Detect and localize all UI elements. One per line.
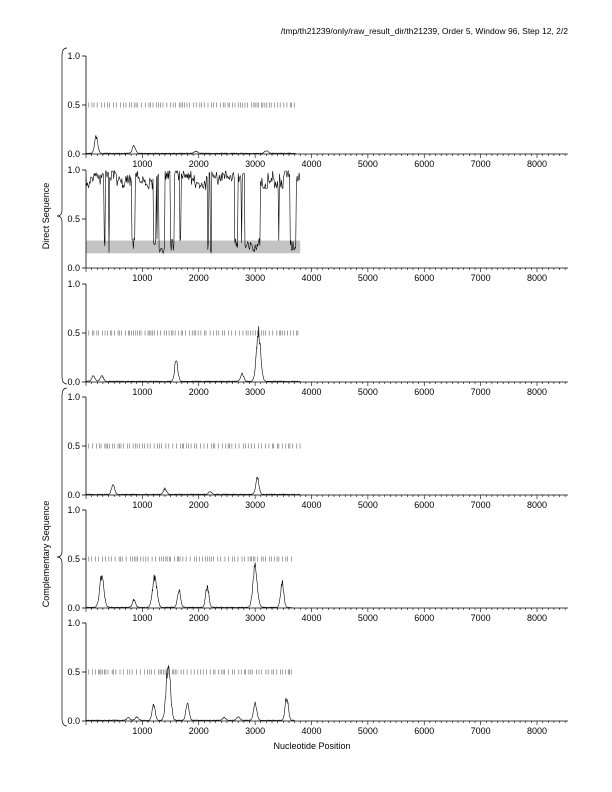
x-tick-label: 5000: [358, 273, 378, 283]
x-tick-label: 3000: [245, 726, 265, 736]
complementary-sequence-label: Complementary Sequence: [41, 500, 51, 608]
x-tick-label: 5000: [358, 387, 378, 397]
x-tick-label: 8000: [527, 726, 547, 736]
x-tick-label: 5000: [358, 613, 378, 623]
coding-probability-line: [85, 169, 301, 255]
y-tick-label: 1.0: [67, 279, 80, 289]
x-tick-label: 6000: [414, 159, 434, 169]
y-tick-label: 0.5: [67, 441, 80, 451]
x-tick-label: 3000: [245, 387, 265, 397]
coding-probability-line: [85, 665, 295, 722]
x-tick-label: 4000: [301, 726, 321, 736]
x-tick-label: 3000: [245, 613, 265, 623]
x-tick-label: 1000: [132, 273, 152, 283]
x-tick-label: 1000: [132, 159, 152, 169]
y-tick-label: 0.5: [67, 328, 80, 338]
x-tick-label: 4000: [301, 273, 321, 283]
x-tick-label: 6000: [414, 273, 434, 283]
y-tick-label: 0.5: [67, 554, 80, 564]
x-tick-label: 5000: [358, 159, 378, 169]
y-tick-label: 0.0: [67, 603, 80, 613]
x-tick-label: 8000: [527, 159, 547, 169]
y-tick-label: 1.0: [67, 51, 80, 61]
coding-probability-line: [85, 134, 296, 155]
x-tick-label: 5000: [358, 500, 378, 510]
x-tick-label: 2000: [189, 726, 209, 736]
x-tick-label: 2000: [189, 500, 209, 510]
x-tick-label: 1000: [132, 500, 152, 510]
y-tick-label: 0.0: [67, 716, 80, 726]
x-tick-label: 7000: [471, 387, 491, 397]
y-tick-label: 1.0: [67, 392, 80, 402]
x-axis-title: Nucleotide Position: [273, 741, 351, 751]
x-tick-label: 8000: [527, 387, 547, 397]
panel-1: 0.0 0.5 1.0 1000 2000 3000 4000 5000 6000 7000 800…: [67, 51, 568, 169]
x-tick-label: 6000: [414, 726, 434, 736]
y-tick-label: 0.0: [67, 377, 80, 387]
x-tick-label: 7000: [471, 726, 491, 736]
y-tick-label: 0.0: [67, 490, 80, 500]
x-tick-label: 1000: [132, 387, 152, 397]
y-tick-label: 0.5: [67, 667, 80, 677]
x-tick-label: 7000: [471, 500, 491, 510]
x-tick-label: 2000: [189, 613, 209, 623]
coding-probability-line: [85, 562, 292, 609]
x-tick-label: 2000: [189, 273, 209, 283]
panel-2: 0.0 0.5 1.0 1000 2000 3000 4000 5000 6000 7000 800…: [67, 165, 568, 283]
y-tick-label: 0.5: [67, 100, 80, 110]
x-tick-label: 1000: [132, 613, 152, 623]
x-tick-label: 7000: [471, 273, 491, 283]
panel-5: 0.0 0.5 1.0 1000 2000 3000 4000 5000 6000 7000 800…: [67, 505, 568, 623]
y-tick-label: 1.0: [67, 505, 80, 515]
panel-6: 0.0 0.5 1.0 1000 2000 3000 4000 5000 6000 7000 800…: [67, 618, 568, 736]
panel-4: 0.0 0.5 1.0 1000 2000 3000 4000 5000 6000 7000 800…: [67, 392, 568, 510]
x-tick-label: 4000: [301, 500, 321, 510]
x-tick-label: 2000: [189, 387, 209, 397]
x-tick-label: 8000: [527, 613, 547, 623]
y-tick-label: 1.0: [67, 618, 80, 628]
x-tick-label: 5000: [358, 726, 378, 736]
coding-probability-line: [86, 476, 301, 496]
x-tick-label: 8000: [527, 500, 547, 510]
threshold-band: [86, 240, 301, 254]
x-tick-label: 3000: [245, 273, 265, 283]
figure-header: /tmp/th21239/only/raw_result_dir/th21239…: [280, 26, 568, 36]
direct-group-brace: [56, 47, 68, 385]
x-tick-label: 6000: [414, 613, 434, 623]
y-tick-label: 0.5: [67, 214, 80, 224]
coding-probability-line: [85, 326, 301, 383]
complementary-group-brace: [56, 387, 68, 727]
x-tick-label: 4000: [301, 387, 321, 397]
y-tick-label: 0.0: [67, 149, 80, 159]
x-tick-label: 2000: [189, 159, 209, 169]
y-tick-label: 0.0: [67, 263, 80, 273]
x-tick-label: 7000: [471, 613, 491, 623]
x-tick-label: 4000: [301, 613, 321, 623]
x-tick-label: 8000: [527, 273, 547, 283]
x-tick-label: 1000: [132, 726, 152, 736]
x-tick-label: 6000: [414, 387, 434, 397]
x-tick-label: 4000: [301, 159, 321, 169]
y-tick-label: 1.0: [67, 165, 80, 175]
x-tick-label: 3000: [245, 159, 265, 169]
direct-sequence-label: Direct Sequence: [41, 182, 51, 250]
x-tick-label: 3000: [245, 500, 265, 510]
panel-3: 0.0 0.5 1.0 1000 2000 3000 4000 5000 6000 7000 800…: [67, 279, 568, 397]
x-tick-label: 6000: [414, 500, 434, 510]
x-tick-label: 7000: [471, 159, 491, 169]
